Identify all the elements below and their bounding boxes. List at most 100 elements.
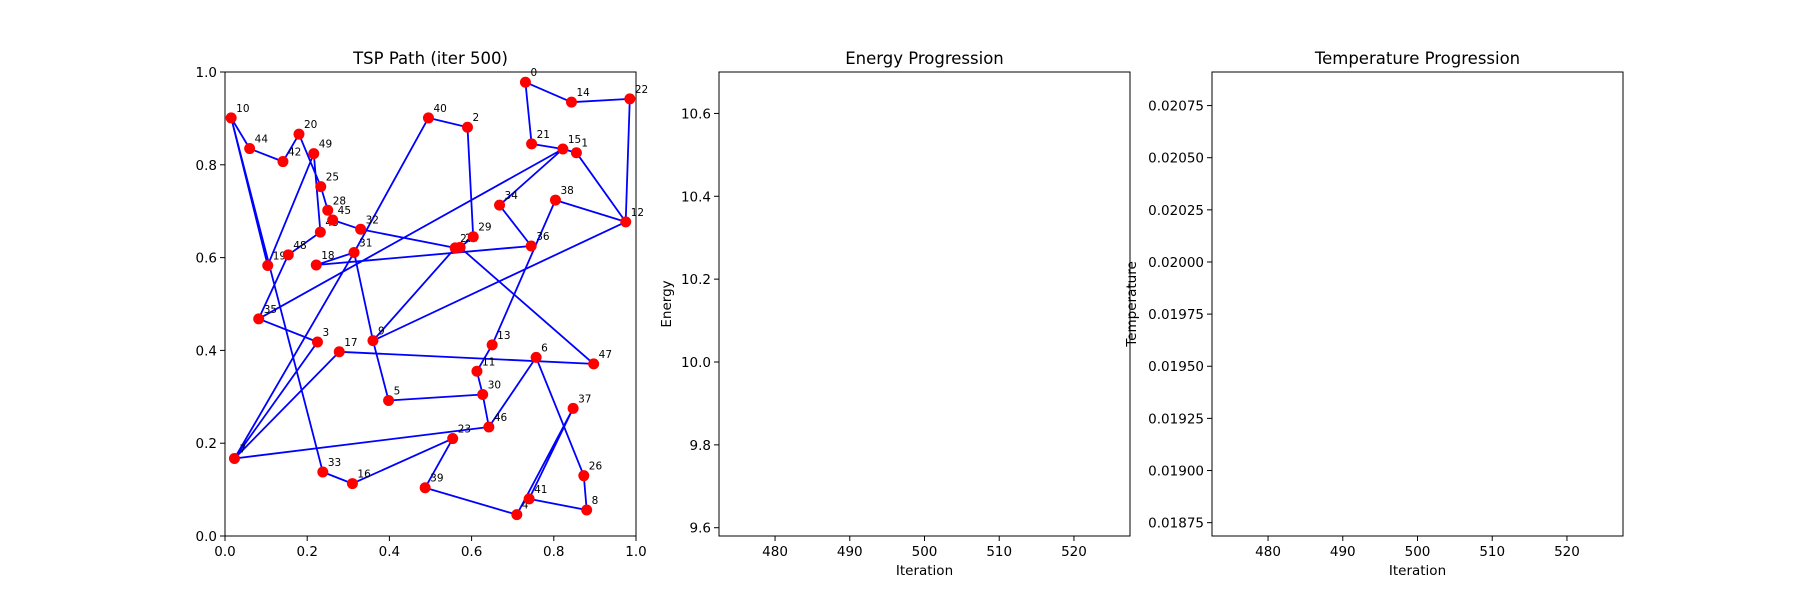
city-label: 21 — [537, 129, 550, 141]
x-tick-label: 520 — [1061, 544, 1087, 560]
y-tick-label: 0.4 — [196, 343, 217, 359]
city-point — [310, 259, 322, 271]
y-axis-label: Temperature — [1124, 261, 1140, 348]
city-point — [253, 313, 265, 325]
city-point — [333, 346, 345, 358]
city-label: 25 — [326, 172, 339, 184]
city-label: 14 — [576, 87, 590, 99]
city-label: 7 — [239, 444, 246, 456]
city-label: 42 — [288, 147, 301, 159]
city-point — [624, 93, 636, 105]
city-point — [581, 504, 593, 516]
city-point — [282, 249, 294, 261]
city-point — [449, 242, 461, 254]
city-point — [523, 493, 535, 505]
city-label: 29 — [478, 222, 491, 234]
city-point — [511, 509, 523, 521]
city-point — [225, 112, 237, 124]
y-tick-label: 0.01900 — [1148, 464, 1204, 480]
y-axis-label: Energy — [659, 280, 675, 327]
y-tick-label: 0.8 — [196, 158, 217, 174]
x-tick-label: 500 — [912, 544, 938, 560]
x-tick-label: 1.0 — [625, 544, 646, 560]
city-point — [467, 231, 479, 243]
x-tick-label: 480 — [762, 544, 788, 560]
y-tick-label: 1.0 — [196, 65, 217, 81]
city-label: 5 — [394, 386, 401, 398]
y-tick-label: 0.6 — [196, 251, 217, 267]
city-label: 20 — [304, 119, 317, 131]
city-label: 46 — [494, 412, 508, 424]
city-point — [277, 156, 289, 168]
y-tick-label: 0.0 — [196, 529, 217, 545]
city-point — [494, 199, 506, 211]
city-point — [315, 181, 327, 193]
chart-title: TSP Path (iter 500) — [352, 49, 508, 68]
city-label: 23 — [458, 424, 471, 436]
plot-frame — [718, 71, 1131, 537]
city-point — [314, 226, 326, 238]
city-point — [262, 259, 274, 271]
city-label: 37 — [578, 393, 591, 405]
city-point — [525, 240, 537, 252]
x-tick-label: 520 — [1554, 544, 1580, 560]
city-point — [346, 478, 358, 490]
city-label: 48 — [293, 240, 306, 252]
plot-frame — [1211, 71, 1624, 537]
x-tick-label: 0.6 — [461, 544, 482, 560]
city-label: 3 — [322, 327, 329, 339]
x-tick-label: 0.8 — [543, 544, 564, 560]
city-point — [228, 453, 240, 465]
city-label: 45 — [338, 205, 351, 217]
city-label: 18 — [321, 250, 334, 262]
y-tick-label: 0.02075 — [1148, 99, 1204, 115]
city-label: 31 — [359, 237, 372, 249]
y-tick-label: 0.01975 — [1148, 307, 1204, 323]
city-point — [549, 194, 561, 206]
y-tick-label: 0.02025 — [1148, 203, 1204, 219]
city-label: 26 — [589, 461, 603, 473]
chart-title: Energy Progression — [845, 49, 1004, 68]
city-label: 30 — [488, 379, 501, 391]
city-point — [588, 358, 600, 370]
city-label: 19 — [273, 250, 286, 262]
city-point — [308, 148, 320, 160]
city-label: 2 — [472, 112, 479, 124]
city-point — [367, 335, 379, 347]
city-point — [419, 482, 431, 494]
city-point — [244, 143, 256, 155]
x-tick-label: 480 — [1255, 544, 1281, 560]
y-tick-label: 0.2 — [196, 436, 217, 452]
city-label: 28 — [333, 195, 346, 207]
city-label: 6 — [541, 342, 548, 354]
plot-frame — [224, 71, 637, 537]
y-tick-label: 0.01875 — [1148, 516, 1204, 532]
city-point — [422, 112, 434, 124]
city-point — [578, 470, 590, 482]
tsp-path-axes: TSP Path (iter 500) 0.0 0.2 0.4 0.6 0.8 1.0 0.0… — [196, 49, 649, 560]
x-tick-label: 0.0 — [214, 544, 235, 560]
city-point — [620, 216, 632, 228]
x-tick-label: 0.4 — [379, 544, 400, 560]
city-point — [471, 365, 483, 377]
y-tick-label: 0.02050 — [1148, 151, 1204, 167]
city-label: 32 — [366, 214, 379, 226]
city-label: 8 — [592, 495, 599, 507]
chart-title: Temperature Progression — [1314, 49, 1520, 68]
city-point — [526, 138, 538, 150]
x-tick-label: 510 — [986, 544, 1012, 560]
city-point — [322, 204, 334, 216]
city-label: 33 — [328, 457, 341, 469]
city-label: 40 — [433, 103, 446, 115]
city-label: 9 — [378, 326, 385, 338]
city-label: 36 — [536, 231, 550, 243]
city-label: 35 — [264, 304, 277, 316]
city-label: 47 — [599, 349, 612, 361]
city-label: 10 — [236, 103, 249, 115]
y-tick-label: 0.02000 — [1148, 255, 1204, 271]
city-point — [327, 214, 339, 226]
city-label: 38 — [560, 185, 573, 197]
temperature-axes: Temperature Progression 480 490 500 510 520 0.… — [1124, 49, 1624, 579]
y-tick-label: 0.01950 — [1148, 359, 1204, 375]
